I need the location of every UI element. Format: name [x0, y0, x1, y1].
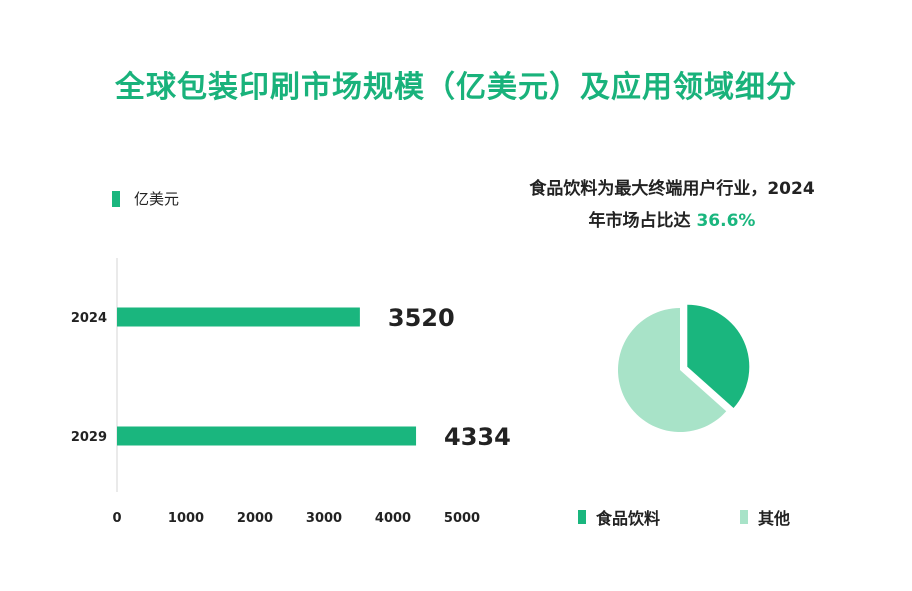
pie-legend-label-food: 食品饮料 — [596, 509, 661, 528]
bar-legend-label: 亿美元 — [134, 190, 180, 208]
pie-legend-item-other: 其他 — [740, 505, 790, 529]
pie-note-line1: 食品饮料为最大终端用户行业，2024 — [529, 179, 815, 199]
pie-note-value: 36.6% — [696, 211, 756, 231]
pie-note-line2: 年市场占比达 36.6% — [486, 205, 858, 237]
bar-legend-swatch — [112, 190, 120, 207]
pie-slice-food — [687, 304, 750, 409]
bar-category-label-2024: 2024 — [71, 311, 107, 326]
x-tick-label-5000: 5000 — [444, 511, 480, 526]
chart-title: 全球包装印刷市场规模（亿美元）及应用领域细分 — [115, 70, 797, 105]
pie-legend-swatch-food — [578, 510, 586, 524]
x-tick-label-1000: 1000 — [168, 511, 204, 526]
bar-category-label-2029: 2029 — [71, 430, 107, 445]
x-tick-label-3000: 3000 — [306, 511, 342, 526]
pie-note-middle: 年市场占比达 — [588, 211, 697, 231]
pie-legend-swatch-other — [740, 510, 748, 524]
pie-slice-other — [618, 308, 727, 432]
bar-legend: 亿美元 — [112, 188, 179, 209]
x-tick-label-0: 0 — [112, 511, 121, 526]
bar-2024 — [117, 307, 360, 327]
x-tick-label-2000: 2000 — [237, 511, 273, 526]
x-tick-label-4000: 4000 — [375, 511, 411, 526]
pie-legend-label-other: 其他 — [758, 509, 791, 528]
pie-legend-item-food: 食品饮料 — [578, 505, 660, 529]
bar-2029 — [117, 426, 417, 446]
pie-note: 食品饮料为最大终端用户行业，2024 年市场占比达 36.6% — [486, 173, 858, 237]
bar-value-label-2029: 4334 — [444, 423, 511, 451]
bar-value-label-2024: 3520 — [388, 304, 455, 332]
